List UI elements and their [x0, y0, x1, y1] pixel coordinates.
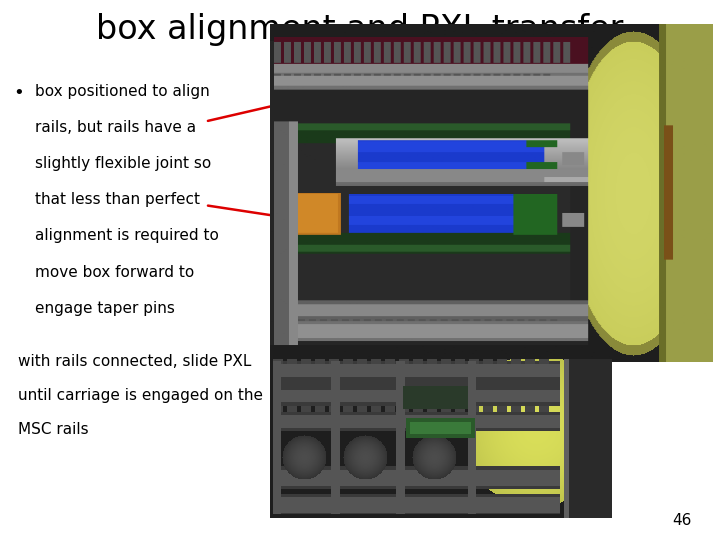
Text: box alignment and PXL transfer: box alignment and PXL transfer — [96, 13, 624, 46]
Text: engage taper pins: engage taper pins — [35, 301, 174, 316]
Text: that less than perfect: that less than perfect — [35, 192, 199, 207]
Text: box positioned to align: box positioned to align — [35, 84, 210, 99]
Text: •: • — [13, 84, 24, 102]
Text: move box forward to: move box forward to — [35, 265, 194, 280]
Text: alignment is required to: alignment is required to — [35, 228, 218, 244]
Text: until carriage is engaged on the: until carriage is engaged on the — [18, 388, 263, 403]
Text: MSC rails: MSC rails — [18, 422, 89, 437]
Text: rails, but rails have a: rails, but rails have a — [35, 120, 196, 135]
Text: slightly flexible joint so: slightly flexible joint so — [35, 156, 211, 171]
Text: 46: 46 — [672, 513, 691, 528]
Text: with rails connected, slide PXL: with rails connected, slide PXL — [18, 354, 251, 369]
